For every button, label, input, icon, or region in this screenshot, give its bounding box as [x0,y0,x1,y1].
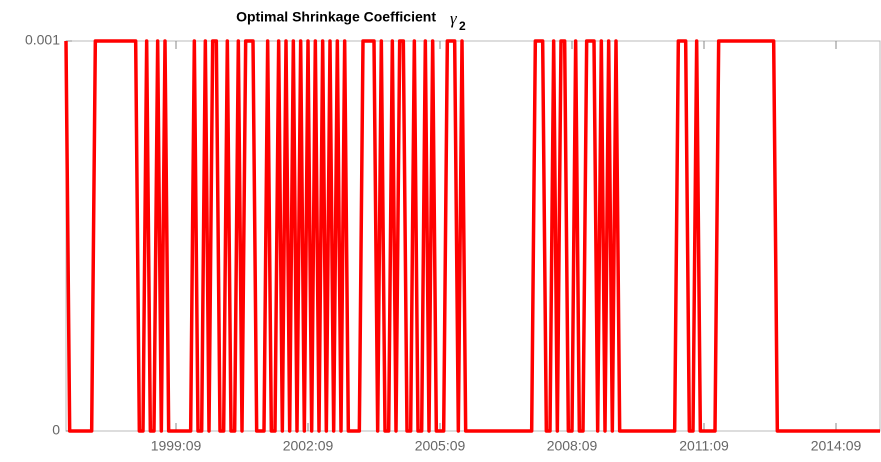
x-tick-label: 2014:09 [811,438,862,454]
title-subscript: 2 [459,19,466,33]
x-tick-label: 2002:09 [283,438,334,454]
chart-title: Optimal Shrinkage Coefficient [236,9,436,25]
series-line [64,39,880,433]
x-tick-label: 2011:09 [679,438,729,454]
x-tick-label: 2008:09 [547,438,598,454]
x-tick-label: 2005:09 [415,438,466,454]
y-tick-label: 0.001 [25,32,60,48]
title-symbol: γ [450,9,458,28]
plot-frame [65,40,881,432]
x-tick-label: 1999:09 [151,438,202,454]
y-tick-label: 0 [52,422,60,438]
